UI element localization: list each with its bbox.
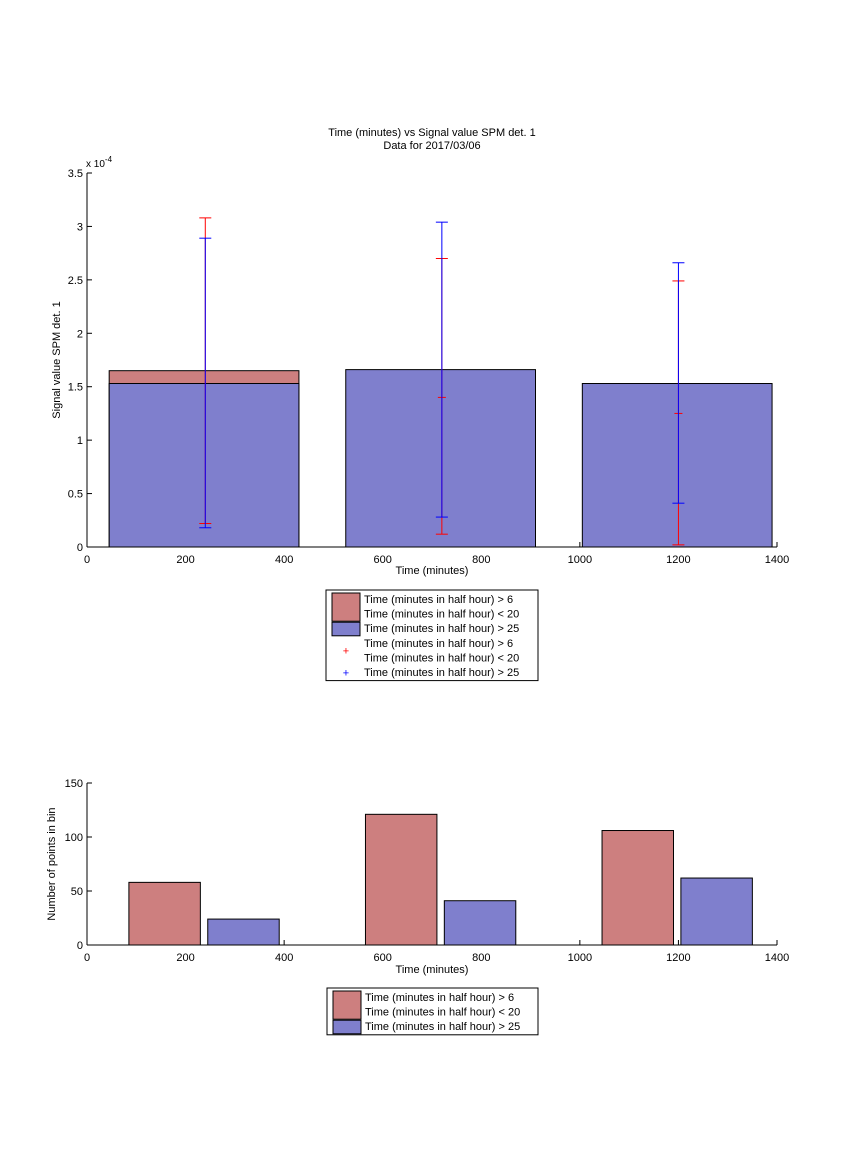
chart1-legend-marker-blue: + [343,667,349,679]
chart1-legend-label: Time (minutes in half hour) > 6 [364,594,513,606]
chart2-x-tick-label: 1400 [765,952,789,964]
chart1-exponent-base: x 10 [86,159,105,170]
chart1-x-tick-label: 1000 [568,554,592,566]
chart2-bar-blue [207,918,280,946]
chart2-bar-red [601,830,674,946]
chart2-x-tick-label: 600 [374,952,392,964]
chart2-y-tick-label: 100 [65,832,83,844]
chart2-legend: Time (minutes in half hour) > 6 Time (min… [326,987,539,1036]
chart1-plot: 0 200 400 600 800 1000 1200 1400 0 0.5 1 1.5 2 2.5 3 3.… [68,168,790,566]
chart2-plot: 0 200 400 600 800 1000 1200 1400 0 50 100 150 [65,778,790,964]
chart1-y-tick-label: 3.5 [68,168,83,180]
chart1-exponent: x 10-4 [86,155,113,170]
chart2-y-tick-label: 50 [71,886,83,898]
chart1-y-tick-label: 0 [77,542,83,554]
chart1-y-tick-label: 0.5 [68,489,83,501]
chart2-xlabel: Time (minutes) [396,964,469,976]
chart1-y-tick-label: 1 [77,435,83,447]
chart1-bar-blue [108,383,300,548]
chart2-x-tick-label: 0 [84,952,90,964]
chart2-legend-patch-blue [332,1019,362,1035]
chart1-y-tick-label: 3 [77,221,83,233]
chart2-bar-red [364,813,438,946]
chart2-x-tick-label: 200 [176,952,194,964]
chart2-legend-patch-red [332,990,362,1020]
chart2-y-tick-label: 0 [77,940,83,952]
chart2-legend-box [326,987,539,1036]
chart1-x-tick-label: 600 [374,554,392,566]
chart1-title: Time (minutes) vs Signal value SPM det. … [328,127,535,139]
chart1-bar-blue [581,383,773,548]
chart2-legend-label: Time (minutes in half hour) < 20 [365,1007,520,1019]
chart2-x-tick-label: 1000 [568,952,592,964]
chart1-legend-marker-red: + [343,645,349,657]
chart1-x-tick-label: 400 [275,554,293,566]
chart2-ylabel: Number of points in bin [46,807,58,920]
chart2-legend-label: Time (minutes in half hour) > 25 [365,1021,520,1033]
chart2-bar-blue [443,900,517,946]
chart1-bar-blue [345,369,536,548]
chart1-xlabel: Time (minutes) [396,565,469,577]
chart2-legend-label: Time (minutes in half hour) > 6 [365,992,514,1004]
chart2-y-tick-label: 150 [65,778,83,790]
chart1-y-tick-label: 2.5 [68,275,83,287]
chart1-x-tick-label: 800 [472,554,490,566]
chart1-legend-label: Time (minutes in half hour) > 6 [364,638,513,650]
chart1-x-tick-label: 1400 [765,554,789,566]
chart1-exponent-power: -4 [105,155,113,164]
chart1-ylabel: Signal value SPM det. 1 [51,301,63,418]
chart1-x-tick-label: 200 [176,554,194,566]
chart2-x-tick-label: 400 [275,952,293,964]
chart1-legend-label: Time (minutes in half hour) < 20 [364,652,519,664]
chart1-legend: Time (minutes in half hour) > 6 Time (min… [325,589,539,682]
chart1-x-tick-label: 1200 [666,554,690,566]
chart1-legend-label: Time (minutes in half hour) > 25 [364,667,519,679]
chart1-legend-label: Time (minutes in half hour) > 25 [364,623,519,635]
chart1-legend-label: Time (minutes in half hour) < 20 [364,609,519,621]
chart2-x-tick-label: 1200 [666,952,690,964]
chart1-subtitle: Data for 2017/03/06 [383,140,480,152]
chart2-bar-blue [680,877,753,946]
chart1-legend-patch-blue [331,621,361,637]
chart2-bar-red [128,881,201,946]
chart1-y-tick-label: 1.5 [68,382,83,394]
chart1-legend-box [325,589,539,682]
chart1-x-tick-label: 0 [84,554,90,566]
chart2-x-tick-label: 800 [472,952,490,964]
chart1-y-tick-label: 2 [77,328,83,340]
chart1-legend-patch-red [331,592,361,622]
